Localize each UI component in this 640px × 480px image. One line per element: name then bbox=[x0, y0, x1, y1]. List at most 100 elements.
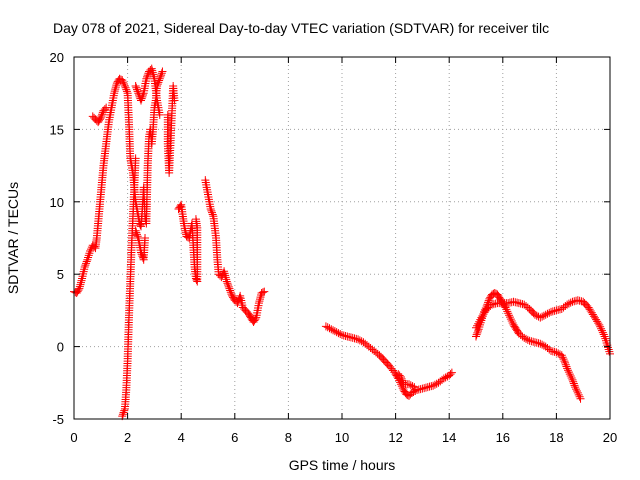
data-point-marker bbox=[567, 373, 576, 382]
data-point-marker bbox=[473, 328, 482, 337]
data-point-marker bbox=[120, 80, 129, 89]
data-point-marker bbox=[141, 234, 150, 242]
y-tick-label: 0 bbox=[57, 340, 64, 355]
data-point-marker bbox=[138, 92, 147, 101]
data-point-marker bbox=[563, 364, 572, 373]
data-point-marker bbox=[325, 324, 334, 333]
data-point-marker bbox=[507, 317, 516, 326]
data-point-marker bbox=[395, 371, 404, 380]
data-point-marker bbox=[593, 317, 602, 326]
y-tick-label: 15 bbox=[50, 122, 64, 137]
data-point-marker bbox=[599, 330, 608, 339]
data-point-marker bbox=[532, 311, 541, 320]
data-point-marker bbox=[119, 78, 128, 87]
data-point-marker bbox=[336, 330, 345, 339]
data-point-marker bbox=[183, 233, 192, 242]
data-point-marker bbox=[176, 202, 185, 211]
data-point-marker bbox=[76, 280, 85, 289]
data-point-marker bbox=[157, 69, 166, 78]
data-point-marker bbox=[596, 322, 605, 331]
data-point-marker bbox=[131, 154, 140, 163]
data-point-marker bbox=[132, 83, 141, 92]
data-point-marker bbox=[220, 269, 229, 278]
x-tick-label: 8 bbox=[285, 430, 292, 445]
data-point-marker bbox=[552, 348, 561, 357]
data-point-marker bbox=[329, 326, 338, 335]
data-point-marker bbox=[504, 309, 513, 318]
data-point-marker bbox=[477, 313, 486, 322]
data-point-marker bbox=[132, 228, 141, 237]
data-point-marker bbox=[570, 381, 579, 390]
data-point-marker bbox=[258, 288, 267, 297]
data-point-marker bbox=[112, 81, 121, 90]
data-point-marker bbox=[143, 72, 152, 81]
data-point-marker bbox=[536, 313, 545, 322]
x-tick-label: 16 bbox=[496, 430, 510, 445]
data-point-marker bbox=[84, 253, 93, 262]
data-point-marker bbox=[429, 381, 438, 390]
data-point-marker bbox=[100, 105, 109, 114]
data-point-marker bbox=[484, 296, 493, 305]
data-point-marker bbox=[573, 388, 582, 397]
data-point-marker bbox=[118, 76, 127, 85]
data-point-marker bbox=[569, 377, 578, 386]
data-point-marker bbox=[592, 315, 601, 324]
data-point-marker bbox=[523, 335, 532, 344]
data-point-marker bbox=[155, 110, 164, 119]
data-point-marker bbox=[136, 220, 145, 229]
data-point-marker bbox=[97, 112, 106, 121]
data-point-marker bbox=[157, 71, 166, 80]
data-point-marker bbox=[595, 320, 604, 329]
data-point-marker bbox=[566, 372, 575, 381]
data-point-marker bbox=[148, 66, 157, 75]
data-point-marker bbox=[586, 306, 595, 315]
data-point-marker bbox=[84, 251, 93, 260]
data-point-marker bbox=[590, 313, 599, 322]
data-point-marker bbox=[119, 408, 128, 417]
data-point-marker bbox=[132, 85, 141, 94]
data-point-marker bbox=[564, 366, 573, 375]
data-point-marker bbox=[80, 262, 89, 271]
data-point-marker bbox=[576, 394, 585, 403]
data-point-marker bbox=[486, 302, 495, 311]
data-point-marker bbox=[224, 282, 233, 291]
data-point-marker bbox=[120, 81, 129, 90]
data-point-marker bbox=[473, 321, 482, 330]
data-point-marker bbox=[574, 390, 583, 399]
data-point-marker bbox=[222, 275, 231, 284]
data-point-marker bbox=[569, 379, 578, 388]
data-point-marker bbox=[575, 392, 584, 401]
data-point-marker bbox=[545, 345, 554, 354]
y-axis-label: SDTVAR / TECUs bbox=[5, 182, 21, 294]
data-point-marker bbox=[566, 298, 575, 307]
data-point-marker bbox=[255, 297, 264, 306]
data-point-marker bbox=[327, 325, 336, 334]
data-point-marker bbox=[411, 387, 420, 396]
data-point-marker bbox=[223, 279, 232, 288]
data-point-marker bbox=[543, 309, 552, 318]
data-point-marker bbox=[561, 360, 570, 369]
data-point-marker bbox=[82, 259, 91, 268]
data-point-marker bbox=[131, 226, 140, 235]
data-point-marker bbox=[111, 83, 120, 92]
data-point-marker bbox=[75, 284, 84, 293]
data-point-marker bbox=[601, 336, 610, 345]
data-point-marker bbox=[605, 347, 614, 356]
data-point-marker bbox=[430, 380, 439, 389]
data-point-marker bbox=[221, 271, 230, 280]
data-point-marker bbox=[597, 324, 606, 333]
data-point-marker bbox=[571, 383, 580, 392]
data-point-marker bbox=[321, 322, 330, 331]
data-point-marker bbox=[133, 232, 142, 241]
data-point-marker bbox=[441, 373, 450, 382]
x-axis-label: GPS time / hours bbox=[289, 457, 396, 473]
data-point-marker bbox=[439, 374, 448, 383]
data-point-marker bbox=[323, 323, 332, 332]
data-point-marker bbox=[408, 382, 417, 391]
data-point-marker bbox=[587, 308, 596, 317]
data-point-marker bbox=[260, 287, 269, 296]
data-point-marker bbox=[410, 383, 419, 392]
x-tick-label: 12 bbox=[388, 430, 402, 445]
data-point-marker bbox=[474, 327, 483, 336]
data-point-marker bbox=[148, 68, 157, 77]
